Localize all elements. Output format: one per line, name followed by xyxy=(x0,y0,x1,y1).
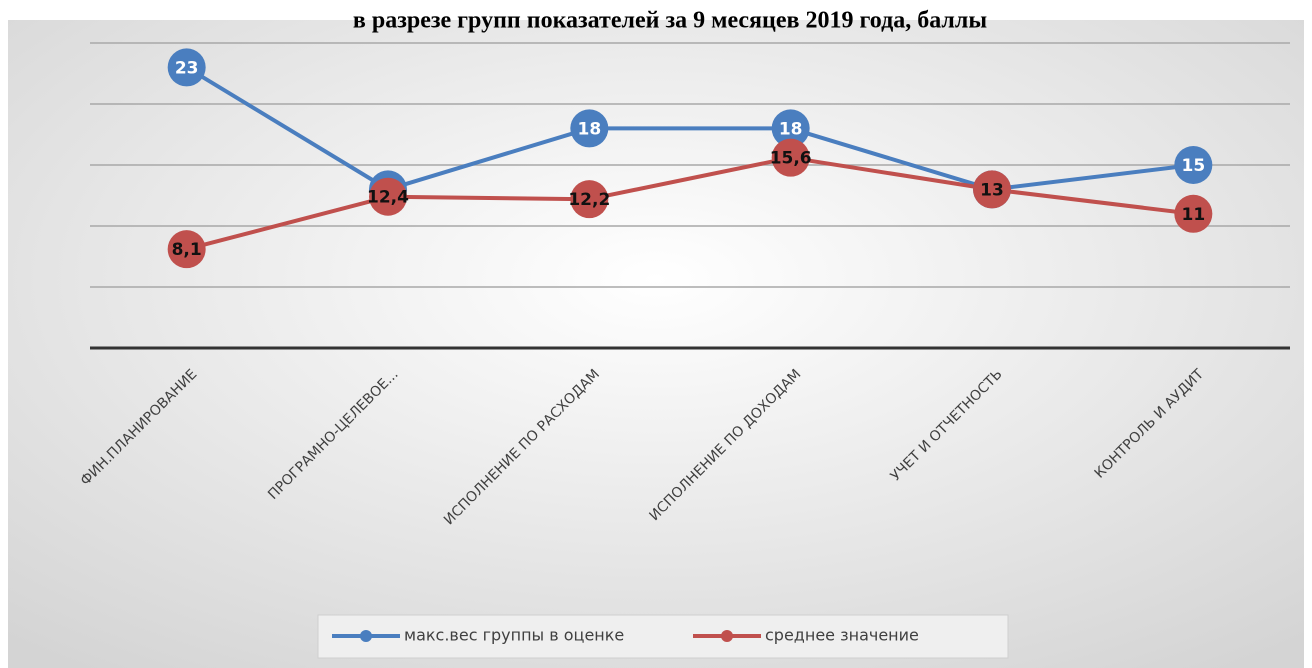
legend-marker xyxy=(721,630,733,642)
data-point xyxy=(771,109,810,148)
chart-background xyxy=(8,20,1304,668)
data-point xyxy=(369,177,407,216)
data-label: 12,2 xyxy=(568,190,610,210)
data-point xyxy=(167,48,206,87)
data-point xyxy=(167,230,206,269)
data-point xyxy=(570,180,609,219)
chart-title: в разрезе групп показателей за 9 месяцев… xyxy=(353,8,987,34)
series-line xyxy=(185,65,1194,192)
data-label: 18 xyxy=(779,119,803,139)
legend-label: макс.вес группы в оценке xyxy=(404,626,624,645)
legend-label: среднее значение xyxy=(765,626,919,645)
data-label: 15 xyxy=(1181,156,1205,176)
data-label: 12,4 xyxy=(367,188,409,208)
data-label: 23 xyxy=(175,58,199,78)
legend xyxy=(317,614,1009,659)
data-label: 11 xyxy=(1181,205,1205,225)
data-point xyxy=(771,138,810,177)
data-label: 15,6 xyxy=(770,149,812,169)
data-label: 13 xyxy=(980,180,1004,200)
data-label: 18 xyxy=(577,119,601,139)
data-label: 8,1 xyxy=(172,240,202,260)
series-line xyxy=(186,155,1194,252)
data-point xyxy=(1174,146,1213,184)
data-point xyxy=(1174,194,1213,233)
data-point xyxy=(570,109,609,148)
legend-marker xyxy=(360,630,372,642)
data-point xyxy=(973,170,1011,209)
